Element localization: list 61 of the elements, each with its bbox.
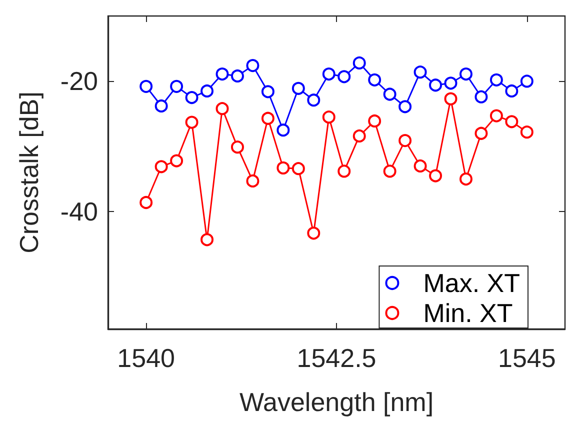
point	[429, 169, 442, 182]
point	[474, 90, 488, 104]
point	[200, 84, 214, 98]
x-tick-label: 1540	[117, 343, 176, 373]
point	[398, 134, 412, 148]
point	[352, 129, 366, 142]
point	[520, 74, 534, 88]
point	[459, 172, 472, 186]
x-tick-label: 1545	[498, 343, 556, 373]
point	[322, 110, 336, 124]
point	[276, 124, 290, 137]
x-tick-label: 1542.5	[296, 343, 376, 373]
point	[338, 70, 351, 84]
point	[459, 68, 472, 81]
point	[246, 59, 260, 72]
legend-label: Max. XT	[423, 268, 520, 298]
point	[368, 73, 382, 86]
y-axis-title: Crosstalk [dB]	[14, 92, 44, 254]
point	[383, 88, 396, 101]
point	[185, 91, 198, 104]
point	[200, 233, 214, 246]
point	[276, 161, 290, 174]
point	[261, 85, 274, 98]
point	[383, 164, 396, 178]
point	[216, 68, 229, 81]
point	[352, 56, 366, 70]
point	[230, 140, 244, 154]
point	[292, 82, 305, 95]
point	[307, 226, 320, 240]
point	[140, 196, 153, 209]
point	[246, 174, 260, 188]
point	[414, 66, 427, 79]
legend-label: Min. XT	[423, 298, 513, 328]
x-axis-title: Wavelength [nm]	[239, 387, 434, 417]
point	[185, 116, 198, 129]
point	[414, 159, 427, 172]
point	[307, 94, 320, 107]
point	[170, 154, 184, 168]
point	[140, 80, 153, 93]
point	[490, 109, 503, 122]
point	[444, 76, 458, 90]
point	[368, 114, 382, 128]
point	[505, 115, 518, 128]
point	[490, 73, 503, 86]
point	[398, 100, 412, 114]
point	[474, 126, 488, 140]
point	[505, 84, 518, 98]
point	[261, 112, 274, 125]
point	[154, 99, 168, 112]
point	[170, 80, 184, 93]
point	[520, 126, 534, 139]
point	[154, 160, 168, 174]
point	[429, 78, 442, 92]
point	[292, 162, 305, 176]
point	[338, 164, 351, 178]
point	[444, 92, 458, 106]
point	[216, 102, 229, 116]
point	[230, 69, 244, 82]
y-tick-label: -40	[60, 196, 98, 227]
y-tick-label: -20	[60, 66, 98, 96]
point	[322, 68, 336, 81]
